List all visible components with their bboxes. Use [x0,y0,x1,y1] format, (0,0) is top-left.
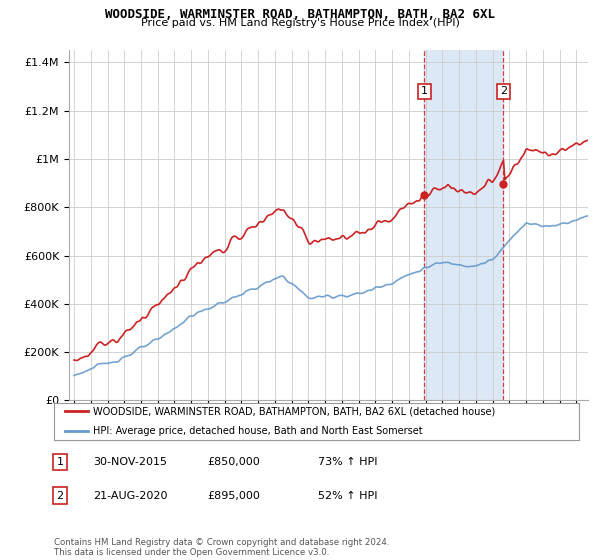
Text: £850,000: £850,000 [207,457,260,467]
Text: 1: 1 [421,86,428,96]
Text: 73% ↑ HPI: 73% ↑ HPI [318,457,377,467]
Text: WOODSIDE, WARMINSTER ROAD, BATHAMPTON, BATH, BA2 6XL: WOODSIDE, WARMINSTER ROAD, BATHAMPTON, B… [105,8,495,21]
Text: 52% ↑ HPI: 52% ↑ HPI [318,491,377,501]
Text: Contains HM Land Registry data © Crown copyright and database right 2024.
This d: Contains HM Land Registry data © Crown c… [54,538,389,557]
Text: WOODSIDE, WARMINSTER ROAD, BATHAMPTON, BATH, BA2 6XL (detached house): WOODSIDE, WARMINSTER ROAD, BATHAMPTON, B… [94,406,496,416]
Text: 21-AUG-2020: 21-AUG-2020 [93,491,167,501]
Text: HPI: Average price, detached house, Bath and North East Somerset: HPI: Average price, detached house, Bath… [94,426,423,436]
Text: 30-NOV-2015: 30-NOV-2015 [93,457,167,467]
Text: Price paid vs. HM Land Registry's House Price Index (HPI): Price paid vs. HM Land Registry's House … [140,18,460,29]
Text: 2: 2 [56,491,64,501]
Text: £895,000: £895,000 [207,491,260,501]
Text: 2: 2 [500,86,507,96]
Bar [424,50,503,400]
Text: 1: 1 [56,457,64,467]
